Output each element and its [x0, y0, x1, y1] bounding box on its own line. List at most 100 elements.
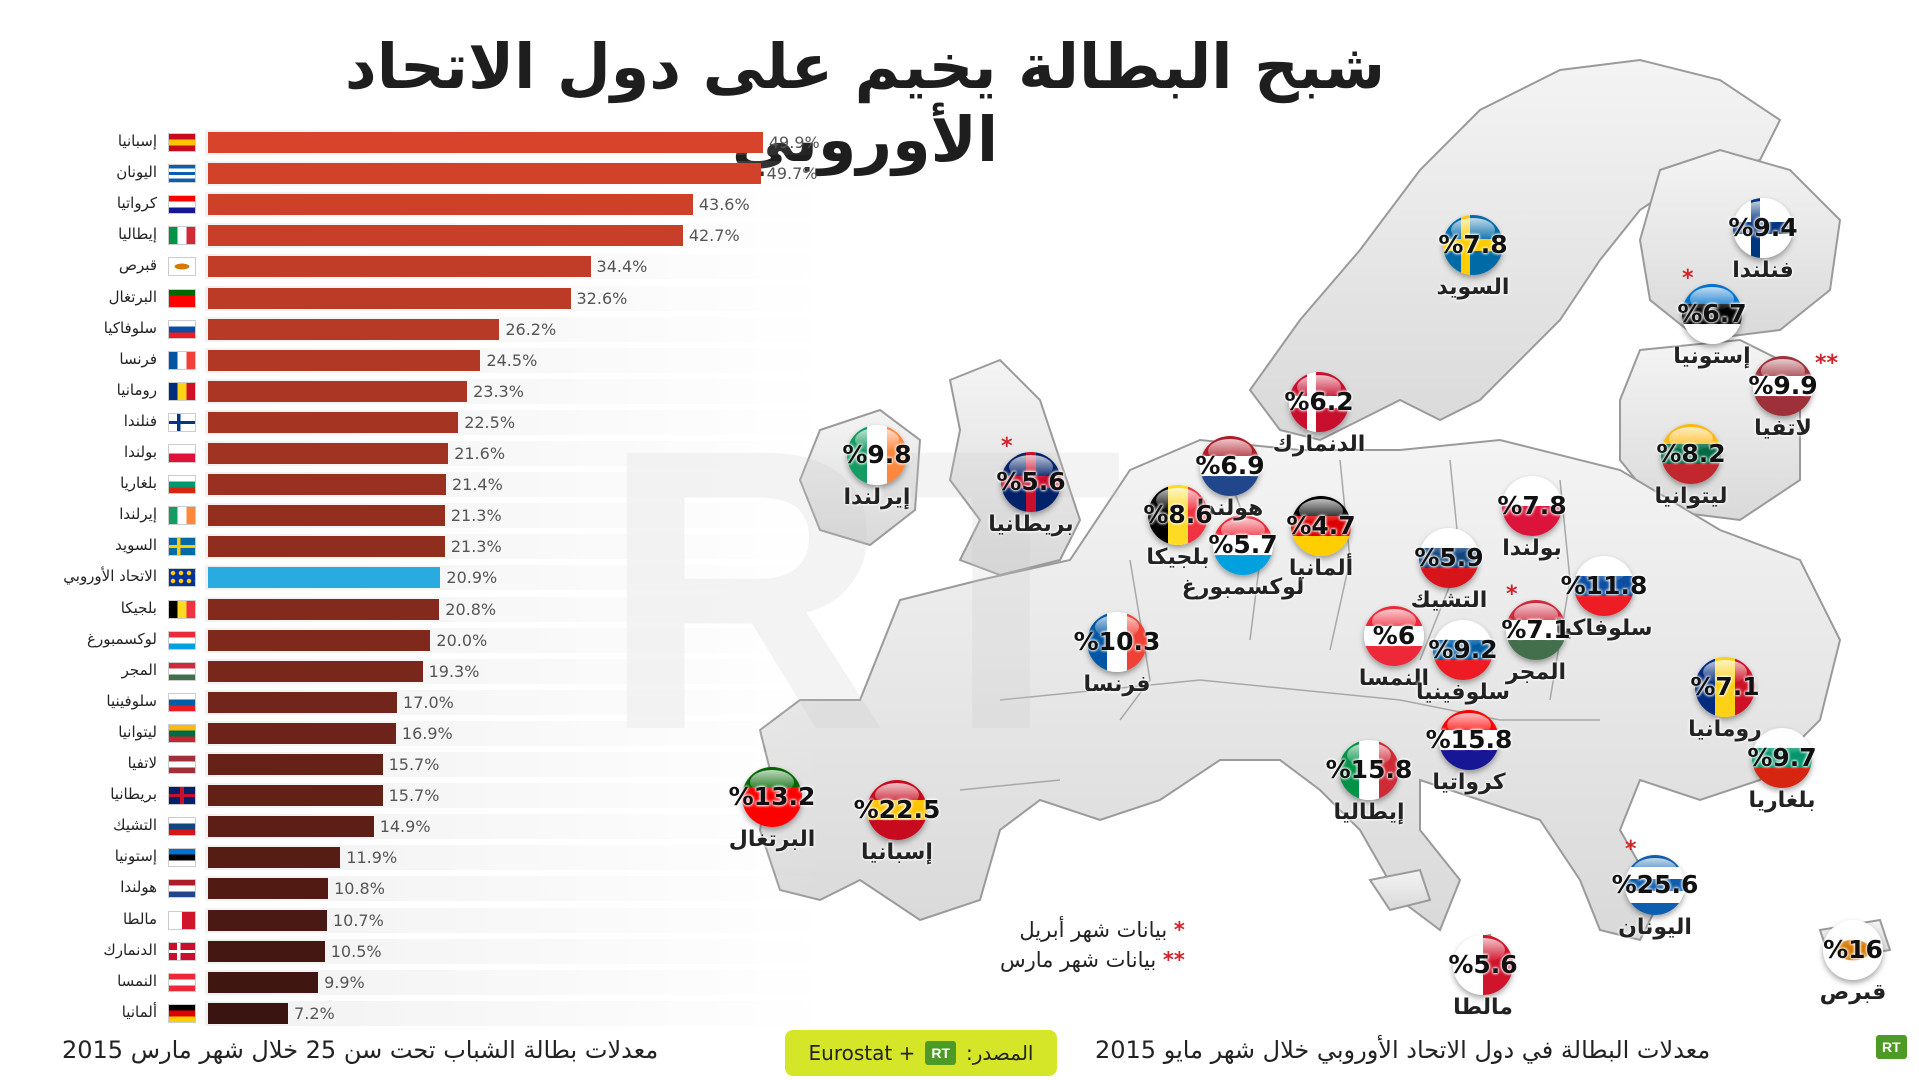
flag-cz-icon: [168, 817, 196, 837]
marker-country: بلجيكا: [1146, 545, 1210, 570]
bar-row: رومانيا 23.3%: [0, 376, 880, 407]
bar: [208, 629, 431, 651]
bar-row: إيرلندا 21.3%: [0, 500, 880, 531]
legend-march-mark: **: [1162, 948, 1185, 972]
bar-value-label: 32.6%: [576, 288, 628, 308]
bar-row: اليونان 49.7%: [0, 158, 880, 189]
bar: [208, 754, 383, 775]
bar-country-label: إيرلندا: [119, 505, 157, 524]
bar-row: ألمانيا 7.2%: [0, 998, 880, 1029]
marker-value: %4.7: [1286, 511, 1356, 540]
map-marker: %13.2 البرتغال: [729, 767, 815, 852]
marker-note: *: [1682, 266, 1694, 291]
flag-it-icon: [168, 226, 196, 246]
flag-sk-ball-icon: [1574, 556, 1634, 616]
flag-gb-icon: [168, 786, 196, 806]
marker-value: %9.2: [1428, 635, 1498, 664]
flag-se-ball-icon: [1443, 215, 1503, 275]
flag-lv-ball-icon: [1753, 356, 1813, 416]
page-title: شبح البطالة يخيم على دول الاتحاد الأوروب…: [344, 30, 1386, 176]
flag-cy-ball-icon: [1823, 920, 1883, 980]
map-marker: %7.1 رومانيا: [1688, 657, 1762, 742]
bar-row: ليتوانيا 16.9%: [0, 718, 880, 749]
bar: [208, 132, 763, 153]
bar-country-label: الدنمارك: [103, 940, 157, 959]
bar-row: فرنسا 24.5%: [0, 345, 880, 376]
flag-ro-icon: [168, 381, 196, 401]
bar-row: إسبانيا 49.9%: [0, 127, 880, 158]
youth-unemployment-bar-chart: إسبانيا 49.9% اليونان 49.7% كرواتيا 43.6% إيطا…: [0, 0, 900, 1030]
bar-country-label: النمسا: [117, 971, 157, 990]
marker-country: إيطاليا: [1333, 800, 1405, 825]
flag-hu-icon: [168, 661, 196, 681]
bar: [208, 816, 374, 838]
map-marker: %11.8 سلوفاكيا: [1555, 556, 1653, 641]
bar-value-label: 9.9%: [324, 972, 365, 992]
bar: [208, 474, 446, 496]
map-marker: %9.9 لاتفيا **: [1748, 351, 1838, 441]
map-marker: %7.1 المجر *: [1501, 582, 1570, 685]
bar-value-label: 7.2%: [294, 1003, 335, 1023]
bar-row: بلغاريا 21.4%: [0, 469, 880, 500]
marker-value: %8.2: [1656, 439, 1726, 468]
marker-value: %8.6: [1143, 500, 1213, 529]
map-marker: %15.8 إيطاليا: [1326, 740, 1412, 825]
bar-value-label: 49.7%: [766, 164, 818, 184]
bar-row: هولندا 10.8%: [0, 873, 880, 904]
legend-april-mark: *: [1173, 918, 1185, 942]
bar: [208, 505, 445, 527]
map-marker: %6.9 هولندا: [1195, 436, 1265, 521]
bar-row: إستونيا 11.9%: [0, 842, 880, 873]
map-marker: %9.4 فنلندا: [1728, 198, 1798, 283]
bar-country-label: كرواتيا: [116, 194, 157, 213]
bar-country-label: الاتحاد الأوروبي: [63, 567, 157, 586]
bar-value-label: 21.4%: [451, 475, 503, 495]
marker-value: %5.6: [996, 467, 1066, 496]
marker-value: %13.2: [728, 782, 816, 811]
bar: [208, 909, 327, 931]
flag-es-icon: [168, 133, 196, 152]
map-marker: %9.8 إيرلندا: [842, 425, 912, 510]
bar-country-label: مالطا: [122, 909, 157, 928]
map-marker: %6.2 الدنمارك: [1273, 372, 1365, 457]
marker-country: كرواتيا: [1432, 770, 1506, 795]
source-box: المصدر: RT Eurostat +: [785, 1030, 1057, 1076]
bar-country-label: رومانيا: [116, 380, 157, 399]
bar: [208, 411, 459, 433]
bar-country-label: بلجيكا: [120, 598, 157, 617]
marker-value: %6.2: [1284, 387, 1354, 416]
marker-value: %10.3: [1073, 627, 1161, 656]
marker-country: السويد: [1436, 275, 1510, 300]
bar: [208, 163, 761, 185]
bar-row: التشيك 14.9%: [0, 811, 880, 842]
marker-country: سلوفاكيا: [1555, 616, 1653, 641]
map-marker: %9.7 بلغاريا: [1747, 728, 1817, 813]
flag-pl-icon: [168, 444, 196, 463]
flag-hr-ball-icon: [1439, 710, 1499, 770]
marker-note: *: [1625, 837, 1637, 862]
marker-country: لوكسمبورغ: [1181, 575, 1305, 600]
bar-row: بولندا 21.6%: [0, 438, 880, 469]
bar-value-label: 49.9%: [768, 133, 820, 152]
marker-value: %7.8: [1438, 230, 1508, 259]
bar-value-label: 14.9%: [379, 817, 431, 837]
map-marker: %8.6 بلجيكا: [1143, 485, 1213, 570]
bar: [208, 785, 383, 807]
map-marker: %9.2 سلوفينيا: [1416, 620, 1510, 705]
marker-value: %22.5: [853, 795, 941, 824]
marker-value: %7.8: [1497, 491, 1567, 520]
flag-hr-icon: [168, 195, 196, 215]
bar-value-label: 21.3%: [450, 537, 502, 557]
flag-se-icon: [168, 537, 196, 557]
bar: [208, 722, 396, 744]
source-label: المصدر:: [966, 1041, 1034, 1065]
flag-cz-ball-icon: [1419, 528, 1479, 588]
flag-mt-ball-icon: [1453, 935, 1513, 995]
bar: [208, 1002, 289, 1024]
bar-country-label: هولندا: [120, 878, 157, 897]
bar: [208, 194, 693, 216]
bar-row: النمسا 9.9%: [0, 967, 880, 998]
bar: [208, 847, 341, 869]
bar-value-label: 17.0%: [403, 692, 454, 712]
